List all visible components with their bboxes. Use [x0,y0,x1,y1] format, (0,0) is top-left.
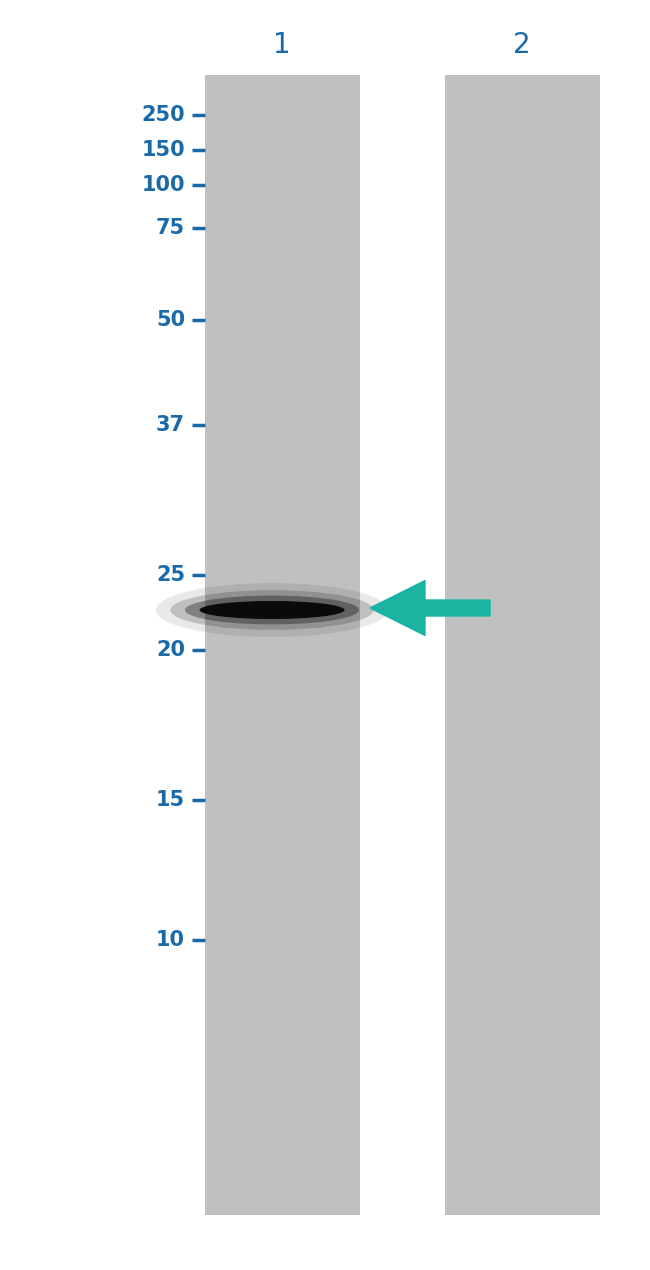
Ellipse shape [156,583,388,638]
Text: 75: 75 [156,218,185,237]
Bar [205,75,360,1215]
Bar [445,75,600,1215]
Text: 10: 10 [156,930,185,950]
Ellipse shape [170,591,374,630]
Ellipse shape [200,601,344,618]
Text: 15: 15 [156,790,185,810]
Text: 1: 1 [273,30,291,58]
Text: 20: 20 [156,640,185,660]
Ellipse shape [185,596,359,625]
Text: 2: 2 [514,30,531,58]
Text: 100: 100 [142,175,185,196]
Text: 150: 150 [142,140,185,160]
Text: 25: 25 [156,565,185,585]
Text: 250: 250 [142,105,185,124]
FancyArrow shape [370,580,490,635]
Text: 37: 37 [156,415,185,436]
Text: 50: 50 [156,310,185,330]
